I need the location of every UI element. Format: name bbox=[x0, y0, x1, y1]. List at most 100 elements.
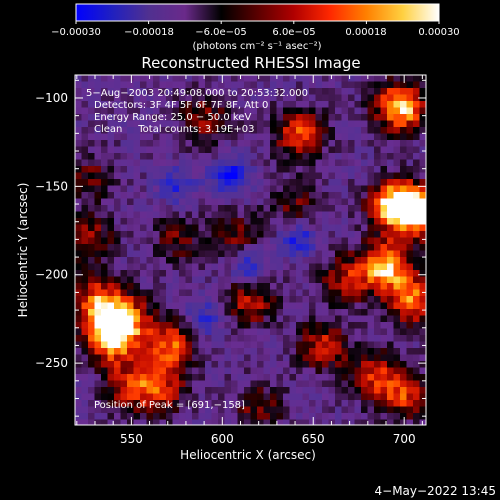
heatmap-cell bbox=[185, 328, 193, 336]
heatmap-cell bbox=[166, 322, 174, 330]
heatmap-cell bbox=[250, 309, 258, 317]
heatmap-cell bbox=[185, 237, 193, 245]
heatmap-cell bbox=[231, 211, 239, 219]
heatmap-cell bbox=[159, 166, 167, 174]
heatmap-cell bbox=[309, 367, 317, 375]
heatmap-cell bbox=[133, 244, 141, 252]
heatmap-cell bbox=[198, 75, 206, 83]
heatmap-cell bbox=[361, 107, 369, 115]
heatmap-cell bbox=[81, 237, 89, 245]
heatmap-cell bbox=[224, 263, 232, 271]
heatmap-cell bbox=[185, 75, 193, 83]
heatmap-cell bbox=[101, 166, 109, 174]
heatmap-cell bbox=[263, 309, 271, 317]
heatmap-cell bbox=[120, 283, 128, 291]
heatmap-cell bbox=[205, 341, 213, 349]
heatmap-cell bbox=[406, 380, 414, 388]
heatmap-cell bbox=[289, 127, 297, 135]
heatmap-cell bbox=[159, 218, 167, 226]
heatmap-cell bbox=[270, 120, 278, 128]
heatmap-cell bbox=[354, 348, 362, 356]
heatmap-cell bbox=[114, 270, 122, 278]
heatmap-cell bbox=[153, 341, 161, 349]
heatmap-cell bbox=[250, 244, 258, 252]
heatmap-cell bbox=[322, 419, 330, 425]
heatmap-cell bbox=[354, 88, 362, 96]
heatmap-cell bbox=[341, 88, 349, 96]
heatmap-cell bbox=[153, 406, 161, 414]
heatmap-cell bbox=[120, 250, 128, 258]
heatmap-cell bbox=[88, 166, 96, 174]
heatmap-cell bbox=[263, 270, 271, 278]
heatmap-cell bbox=[185, 179, 193, 187]
heatmap-cell bbox=[224, 289, 232, 297]
heatmap-cell bbox=[413, 328, 421, 336]
heatmap-cell bbox=[231, 354, 239, 362]
heatmap-cell bbox=[296, 159, 304, 167]
heatmap-cell bbox=[393, 393, 401, 401]
heatmap-cell bbox=[94, 205, 102, 213]
heatmap-cell bbox=[250, 231, 258, 239]
heatmap-cell bbox=[114, 335, 122, 343]
heatmap-cell bbox=[81, 315, 89, 323]
heatmap-cell bbox=[172, 250, 180, 258]
heatmap-cell bbox=[218, 198, 226, 206]
heatmap-cell bbox=[354, 276, 362, 284]
heatmap-cell bbox=[283, 120, 291, 128]
heatmap-cell bbox=[257, 205, 265, 213]
heatmap-cell bbox=[94, 250, 102, 258]
heatmap-cell bbox=[205, 146, 213, 154]
heatmap-cell bbox=[400, 283, 408, 291]
heatmap-cell bbox=[127, 88, 135, 96]
heatmap-cell bbox=[114, 140, 122, 148]
heatmap-cell bbox=[341, 257, 349, 265]
heatmap-cell bbox=[192, 270, 200, 278]
heatmap-cell bbox=[361, 348, 369, 356]
heatmap-cell bbox=[179, 283, 187, 291]
heatmap-cell bbox=[211, 224, 219, 232]
heatmap-cell bbox=[393, 224, 401, 232]
heatmap-cell bbox=[127, 114, 135, 122]
heatmap-cell bbox=[94, 257, 102, 265]
heatmap-cell bbox=[127, 419, 135, 425]
heatmap-cell bbox=[296, 250, 304, 258]
heatmap-cell bbox=[153, 315, 161, 323]
heatmap-cell bbox=[315, 237, 323, 245]
heatmap-cell bbox=[133, 367, 141, 375]
heatmap-cell bbox=[107, 309, 115, 317]
heatmap-cell bbox=[302, 387, 310, 395]
heatmap-cell bbox=[88, 218, 96, 226]
heatmap-cell bbox=[179, 250, 187, 258]
heatmap-cell bbox=[114, 348, 122, 356]
heatmap-cell bbox=[179, 354, 187, 362]
heatmap-cell bbox=[211, 348, 219, 356]
heatmap-cell bbox=[198, 192, 206, 200]
heatmap-cell bbox=[302, 159, 310, 167]
heatmap-cell bbox=[140, 315, 148, 323]
heatmap-cell bbox=[283, 283, 291, 291]
heatmap-cell bbox=[302, 244, 310, 252]
heatmap-cell bbox=[341, 296, 349, 304]
heatmap-cell bbox=[127, 322, 135, 330]
heatmap-cell bbox=[198, 387, 206, 395]
heatmap-cell bbox=[374, 406, 382, 414]
heatmap-cell bbox=[263, 166, 271, 174]
heatmap-cell bbox=[107, 146, 115, 154]
heatmap-cell bbox=[328, 328, 336, 336]
heatmap-cell bbox=[192, 335, 200, 343]
heatmap-cell bbox=[374, 120, 382, 128]
heatmap-cell bbox=[88, 153, 96, 161]
heatmap-cell bbox=[192, 166, 200, 174]
heatmap-cell bbox=[328, 185, 336, 193]
heatmap-cell bbox=[335, 192, 343, 200]
heatmap-cell bbox=[309, 283, 317, 291]
heatmap-cell bbox=[198, 94, 206, 102]
heatmap-cell bbox=[400, 114, 408, 122]
heatmap-cell bbox=[328, 244, 336, 252]
heatmap-cell bbox=[335, 237, 343, 245]
heatmap-cell bbox=[400, 322, 408, 330]
heatmap-cell bbox=[237, 172, 245, 180]
heatmap-cell bbox=[81, 192, 89, 200]
heatmap-cell bbox=[406, 88, 414, 96]
heatmap-cell bbox=[198, 205, 206, 213]
